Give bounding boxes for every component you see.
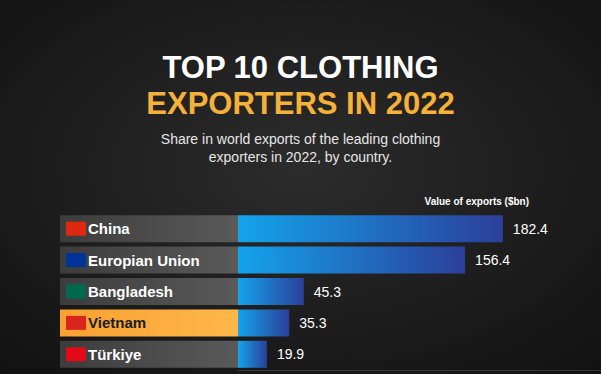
svg-text:45.3: 45.3 [314,284,341,300]
svg-text:EXPORTERS IN 2022: EXPORTERS IN 2022 [146,86,454,121]
svg-text:China: China [88,220,130,237]
svg-text:Vietnam: Vietnam [88,314,146,331]
svg-text:182.4: 182.4 [513,221,548,237]
svg-text:35.3: 35.3 [299,315,326,331]
svg-text:156.4: 156.4 [475,252,510,268]
svg-text:exporters in 2022, by country.: exporters in 2022, by country. [209,149,392,165]
svg-text:Europian Union: Europian Union [88,252,200,269]
svg-text:Value of exports ($bn): Value of exports ($bn) [425,196,529,207]
svg-text:19.9: 19.9 [277,346,304,362]
svg-text:Türkiye: Türkiye [88,346,141,363]
svg-text:Bangladesh: Bangladesh [88,283,173,300]
svg-text:TOP 10 CLOTHING: TOP 10 CLOTHING [162,50,438,85]
svg-text:Share in world exports of the: Share in world exports of the leading cl… [161,131,440,147]
